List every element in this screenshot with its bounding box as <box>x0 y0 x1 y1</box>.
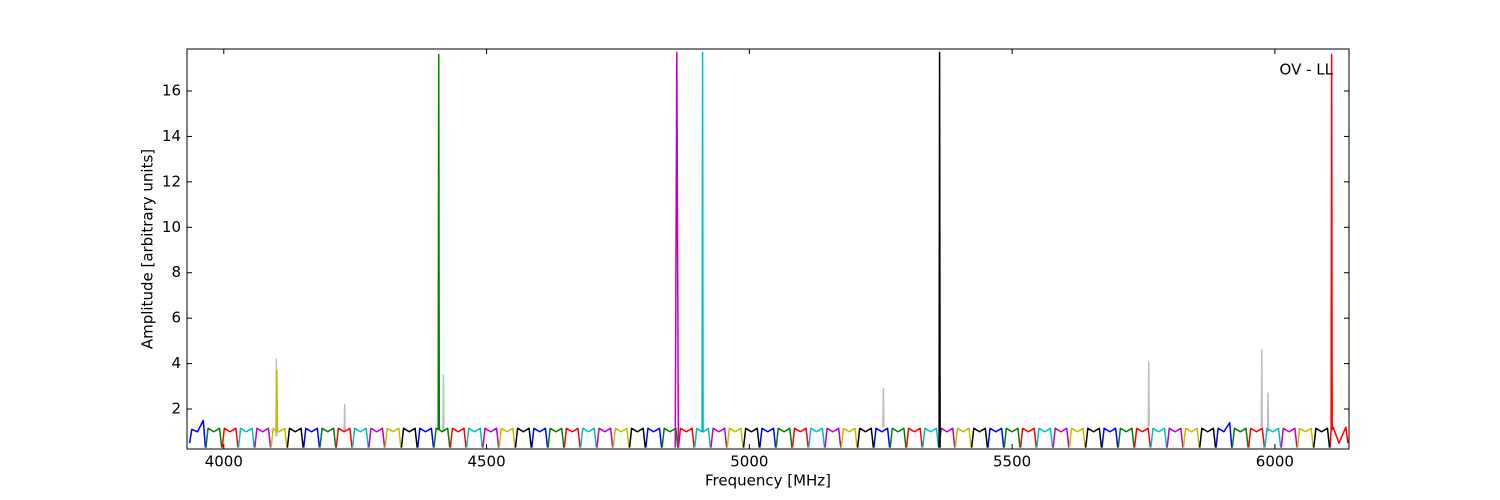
x-tick-label: 5000 <box>730 453 768 471</box>
x-tick-label: 6000 <box>1256 453 1294 471</box>
spectrum-line <box>254 51 1298 448</box>
y-tick-label: 6 <box>171 309 181 327</box>
y-tick-label: 14 <box>162 127 181 145</box>
spectrum-line <box>237 51 1282 448</box>
x-tick-label: 4000 <box>205 453 243 471</box>
y-axis-label: Amplitude [arbitrary units] <box>139 149 157 349</box>
y-tick-label: 8 <box>171 263 181 281</box>
y-tick-label: 10 <box>162 218 181 236</box>
x-tick-label: 5500 <box>993 453 1031 471</box>
y-tick-label: 12 <box>162 172 181 190</box>
spectrum-line <box>275 349 1270 437</box>
x-axis-label: Frequency [MHz] <box>705 472 831 490</box>
annotation: OV - LL <box>1280 61 1334 79</box>
axes: 4000 4500 5000 5500 6000 2 4 6 8 10 12 14 16 <box>162 49 1349 471</box>
spectrum-line <box>188 419 1233 448</box>
y-tick-label: 4 <box>171 354 181 372</box>
spectrum-line <box>205 53 1249 448</box>
plot-area <box>188 51 1349 448</box>
y-tick-label: 2 <box>171 400 181 418</box>
spectrum-line <box>270 369 1315 448</box>
x-tick-label: 4500 <box>467 453 505 471</box>
spectrum-line <box>286 51 1331 448</box>
spectrum-line <box>221 53 1349 448</box>
y-tick-label: 16 <box>162 82 181 100</box>
plot-frame <box>186 48 1350 450</box>
